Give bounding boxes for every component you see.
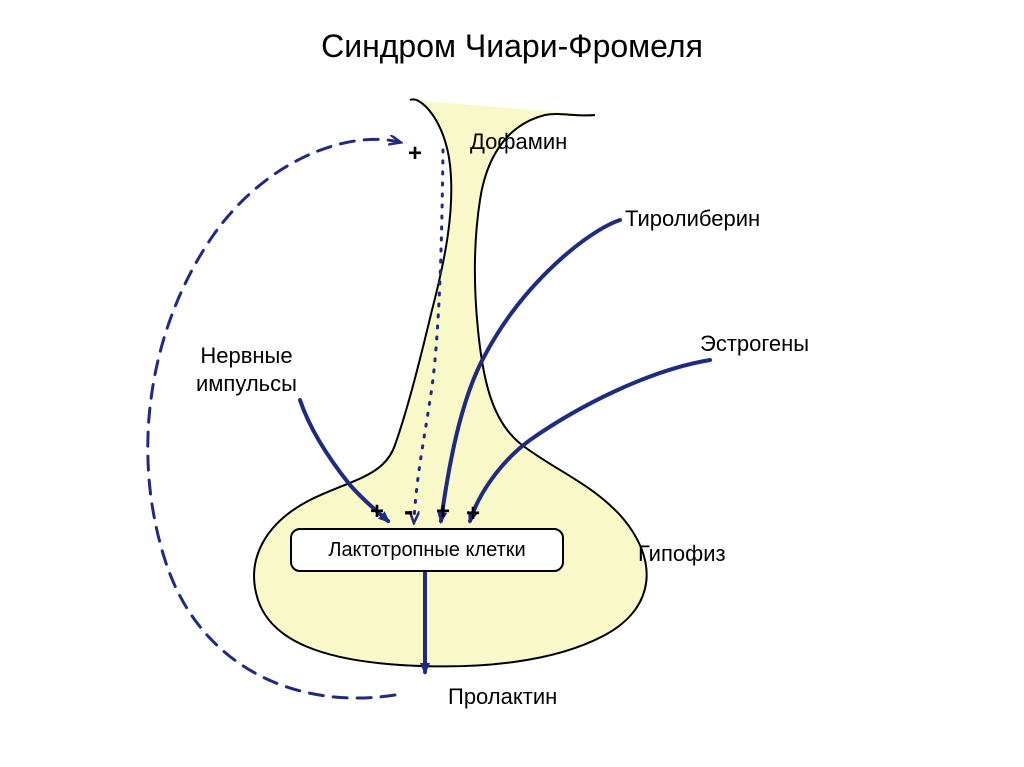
arrow-feedback-dashed — [148, 139, 399, 698]
label-pituitary: Гипофиз — [638, 540, 726, 568]
sign-estrogens-plus: + — [466, 500, 480, 528]
sign-feedback-plus: + — [408, 140, 422, 168]
label-dopamine: Дофамин — [470, 128, 567, 156]
label-prolactin: Пролактин — [448, 683, 557, 711]
pituitary-shape — [254, 99, 647, 666]
arrow-estrogens — [470, 360, 710, 521]
diagram-title: Синдром Чиари-Фромеля — [0, 28, 1024, 65]
label-estrogens: Эстрогены — [700, 330, 809, 358]
arrow-dopamine-dotted — [414, 150, 443, 521]
diagram-stage: Синдром Чиари-Фромеля Лактотропные клетк… — [0, 0, 1024, 767]
diagram-canvas — [0, 0, 1024, 767]
lactotrope-cells-box: Лактотропные клетки — [290, 528, 564, 572]
arrow-thyroliberin — [441, 220, 620, 521]
sign-nerve-plus: + — [370, 498, 384, 526]
label-thyroliberin: Тиролиберин — [625, 205, 760, 233]
sign-dopamine-minus: - — [404, 495, 413, 527]
lactotrope-cells-label: Лактотропные клетки — [328, 539, 525, 562]
label-nerve-impulses: Нервные импульсы — [196, 342, 297, 397]
sign-thyroliberin-plus: + — [436, 498, 450, 526]
